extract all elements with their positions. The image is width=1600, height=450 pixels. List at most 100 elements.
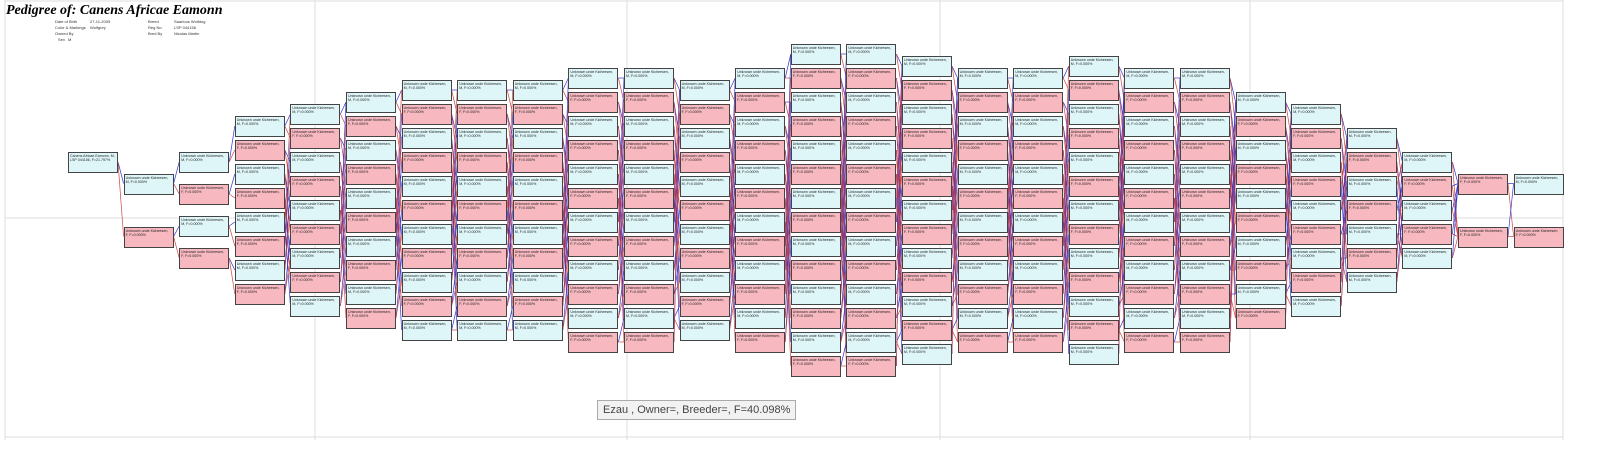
ancestor-node[interactable]: Unknown unde Kicheesen, M, F=0.000% [1180,164,1230,185]
ancestor-node[interactable]: Unknown unde Kicheesen, M, F=0.000% [1180,212,1230,233]
ancestor-node[interactable]: Unknown unde Kicheesen, F, F=0.000% [902,176,952,197]
ancestor-node[interactable]: Unknown unde Kicheesen, M, F=0.000% [568,212,619,233]
ancestor-node[interactable]: Unknown unde Kicheesen, F, F=0.000% [624,236,674,257]
ancestor-node[interactable]: Unknown unde Kicheesen, M, F=0.000% [790,44,841,65]
ancestor-node[interactable]: Unknown unde Kicheesen, M, F=0.000% [679,320,730,341]
ancestor-node[interactable]: Unknown unde Kicheesen, F, F=0.000% [957,284,1008,305]
ancestor-node[interactable]: Unknown unde Kicheesen, M, F=0.000% [1346,272,1397,293]
ancestor-node[interactable]: Unknown unde Kicheesen, F, F=0.000% [346,116,396,137]
ancestor-node[interactable]: Unknown unde Kicheesen, F, F=0.000% [401,152,452,173]
ancestor-node[interactable]: Unknown unde Kicheesen, F, F=0.000% [902,224,952,245]
ancestor-node[interactable]: Unknown unde Kicheesen, M, F=0.000% [846,332,897,353]
ancestor-node[interactable]: Unknown unde Kicheesen, M, F=0.000% [1013,68,1064,89]
ancestor-node[interactable]: Unknown unde Kicheesen, F, F=0.000% [902,320,952,341]
ancestor-node[interactable]: Unknown unde Kicheesen, M, F=0.000% [290,200,341,221]
ancestor-node[interactable]: Unknown unde Kicheesen, M, F=0.000% [1346,176,1397,197]
ancestor-node[interactable]: Unknown unde Kicheesen, M, F=0.000% [624,308,674,329]
ancestor-node[interactable]: Unknown unde Kicheesen, M, F=0.000% [902,104,952,125]
ancestor-node[interactable]: Unknown unde Kicheesen, F, F=0.000% [1235,164,1286,185]
ancestor-node[interactable]: Unknown unde Kicheesen, F, F=0.000% [902,128,952,149]
ancestor-node[interactable]: Unknown unde Kicheesen, M, F=0.000% [457,176,508,197]
ancestor-node[interactable]: Unknown unde Kicheesen, M, F=0.000% [957,116,1008,137]
ancestor-node[interactable]: Unknown unde Kicheesen, M, F=0.000% [679,128,730,149]
ancestor-node[interactable]: Unknown unde Kicheesen, M, F=0.000% [790,92,841,113]
ancestor-node[interactable]: Unknown unde Kicheesen, F, F=0.000% [346,308,396,329]
ancestor-node[interactable]: Unknown unde Kicheesen, F, F=0.000% [1068,176,1119,197]
ancestor-node[interactable]: Unknown unde Kicheesen, M, F=0.000% [1124,116,1175,137]
ancestor-node[interactable]: Unknown unde Kicheesen, F, F=0.000% [735,284,786,305]
ancestor-node[interactable]: Unknown unde Kicheesen, F, F=0.000% [1513,226,1564,248]
ancestor-node[interactable]: Unknown unde Kicheesen, M, F=0.000% [290,248,341,269]
ancestor-node[interactable]: Unknown unde Kicheesen, M, F=0.000% [1291,152,1342,173]
ancestor-node[interactable]: Unknown unde Kicheesen, F, F=0.000% [1124,284,1175,305]
ancestor-node[interactable]: Unknown unde Kicheesen, F, F=0.000% [234,140,285,161]
ancestor-node[interactable]: Unknown unde Kicheesen, F, F=0.000% [846,212,897,233]
ancestor-node[interactable]: Unknown unde Kicheesen, M, F=0.000% [457,80,508,101]
ancestor-node[interactable]: Unknown unde Kicheesen, M, F=0.000% [679,80,730,101]
ancestor-node[interactable]: Unknown unde Kicheesen, M, F=0.000% [401,272,452,293]
ancestor-node[interactable]: Unknown unde Kicheesen, M, F=0.000% [512,320,563,341]
ancestor-node[interactable]: Unknown unde Kicheesen, F, F=0.000% [1068,272,1119,293]
ancestor-node[interactable]: Unknown unde Kicheesen, M, F=0.000% [1068,152,1119,173]
ancestor-node[interactable]: Unknown unde Kicheesen, M, F=0.000% [735,116,786,137]
ancestor-node[interactable]: Unknown unde Kicheesen, F, F=0.000% [290,176,341,197]
ancestor-node[interactable]: Unknown unde Kicheesen, M, F=0.000% [1068,104,1119,125]
ancestor-node[interactable]: Unknown unde Kicheesen, M, F=0.000% [957,68,1008,89]
ancestor-node[interactable]: Unknown unde Kicheesen, M, F=0.000% [401,320,452,341]
ancestor-node[interactable]: Unknown unde Kicheesen, F, F=0.000% [457,296,508,317]
ancestor-node[interactable]: Unknown unde Kicheesen, F, F=0.000% [568,92,619,113]
ancestor-node[interactable]: Unknown unde Kicheesen, F, F=0.000% [1458,226,1508,248]
ancestor-node[interactable]: Unknown unde Kicheesen, F, F=0.000% [1346,248,1397,269]
ancestor-node[interactable]: Unknown unde Kicheesen, M, F=0.000% [1068,248,1119,269]
ancestor-node[interactable]: Unknown unde Kicheesen, F, F=0.000% [1346,152,1397,173]
ancestor-node[interactable]: Unknown unde Kicheesen, F, F=0.000% [346,212,396,233]
ancestor-node[interactable]: Unknown unde Kicheesen, F, F=0.000% [679,104,730,125]
ancestor-node[interactable]: Unknown unde Kicheesen, F, F=0.000% [790,164,841,185]
ancestor-node[interactable]: Unknown unde Kicheesen, F, F=0.000% [846,260,897,281]
ancestor-node[interactable]: Unknown unde Kicheesen, M, F=0.000% [290,296,341,317]
ancestor-node[interactable]: Unknown unde Kicheesen, M, F=0.000% [346,188,396,209]
ancestor-node[interactable]: Unknown unde Kicheesen, F, F=0.000% [790,308,841,329]
ancestor-node[interactable]: Unknown unde Kicheesen, M, F=0.000% [624,164,674,185]
ancestor-node[interactable]: Unknown unde Kicheesen, M, F=0.000% [679,176,730,197]
ancestor-node[interactable]: Unknown unde Kicheesen, F, F=0.000% [624,92,674,113]
ancestor-node[interactable]: Unknown unde Kicheesen, M, F=0.000% [790,188,841,209]
ancestor-node[interactable]: Unknown unde Kicheesen, M, F=0.000% [568,308,619,329]
ancestor-node[interactable]: Unknown unde Kicheesen, M, F=0.000% [1180,116,1230,137]
ancestor-node[interactable]: Unknown unde Kicheesen, M, F=0.000% [568,116,619,137]
ancestor-node[interactable]: Unknown unde Kicheesen, F, F=0.000% [957,140,1008,161]
ancestor-node[interactable]: Unknown unde Kicheesen, F, F=0.000% [1235,260,1286,281]
ancestor-node[interactable]: Unknown unde Kicheesen, M, F=0.000% [1235,236,1286,257]
ancestor-node[interactable]: Unknown unde Kicheesen, F, F=0.000% [123,226,174,248]
ancestor-node[interactable]: Unknown unde Kicheesen, M, F=0.000% [624,212,674,233]
ancestor-node[interactable]: Unknown unde Kicheesen, F, F=0.000% [1180,188,1230,209]
ancestor-node[interactable]: Unknown unde Kicheesen, F, F=0.000% [512,296,563,317]
ancestor-node[interactable]: Unknown unde Kicheesen, M, F=0.000% [1346,128,1397,149]
ancestor-node[interactable]: Unknown unde Kicheesen, F, F=0.000% [1068,320,1119,341]
ancestor-node[interactable]: Unknown unde Kicheesen, M, F=0.000% [902,344,952,365]
ancestor-node[interactable]: Unknown unde Kicheesen, F, F=0.000% [512,152,563,173]
ancestor-node[interactable]: Unknown unde Kicheesen, M, F=0.000% [1291,200,1342,221]
ancestor-node[interactable]: Unknown unde Kicheesen, M, F=0.000% [1180,308,1230,329]
ancestor-node[interactable]: Unknown unde Kicheesen, F, F=0.000% [1013,236,1064,257]
ancestor-node[interactable]: Unknown unde Kicheesen, M, F=0.000% [1402,200,1453,221]
ancestor-node[interactable]: Unknown unde Kicheesen, F, F=0.000% [679,152,730,173]
ancestor-node[interactable]: Unknown unde Kicheesen, M, F=0.000% [957,164,1008,185]
ancestor-node[interactable]: Unknown unde Kicheesen, M, F=0.000% [1068,296,1119,317]
ancestor-node[interactable]: Unknown unde Kicheesen, M, F=0.000% [401,176,452,197]
ancestor-node[interactable]: Unknown unde Kicheesen, M, F=0.000% [346,92,396,113]
ancestor-node[interactable]: Unknown unde Kicheesen, F, F=0.000% [957,236,1008,257]
ancestor-node[interactable]: Unknown unde Kicheesen, M, F=0.000% [735,260,786,281]
ancestor-node[interactable]: Unknown unde Kicheesen, F, F=0.000% [1291,176,1342,197]
ancestor-node[interactable]: Unknown unde Kicheesen, F, F=0.000% [679,200,730,221]
ancestor-node[interactable]: Unknown unde Kicheesen, F, F=0.000% [1068,128,1119,149]
ancestor-node[interactable]: Unknown unde Kicheesen, M, F=0.000% [957,308,1008,329]
ancestor-node[interactable]: Unknown unde Kicheesen, M, F=0.000% [846,44,897,65]
ancestor-node[interactable]: Unknown unde Kicheesen, F, F=0.000% [902,80,952,101]
ancestor-node[interactable]: Unknown unde Kicheesen, F, F=0.000% [790,68,841,89]
ancestor-node[interactable]: Unknown unde Kicheesen, F, F=0.000% [512,104,563,125]
ancestor-node[interactable]: Unknown unde Kicheesen, F, F=0.000% [1013,332,1064,353]
ancestor-node[interactable]: Unknown unde Kicheesen, F, F=0.000% [790,116,841,137]
ancestor-node[interactable]: Unknown unde Kicheesen, M, F=0.000% [902,296,952,317]
ancestor-node[interactable]: Unknown unde Kicheesen, F, F=0.000% [735,236,786,257]
